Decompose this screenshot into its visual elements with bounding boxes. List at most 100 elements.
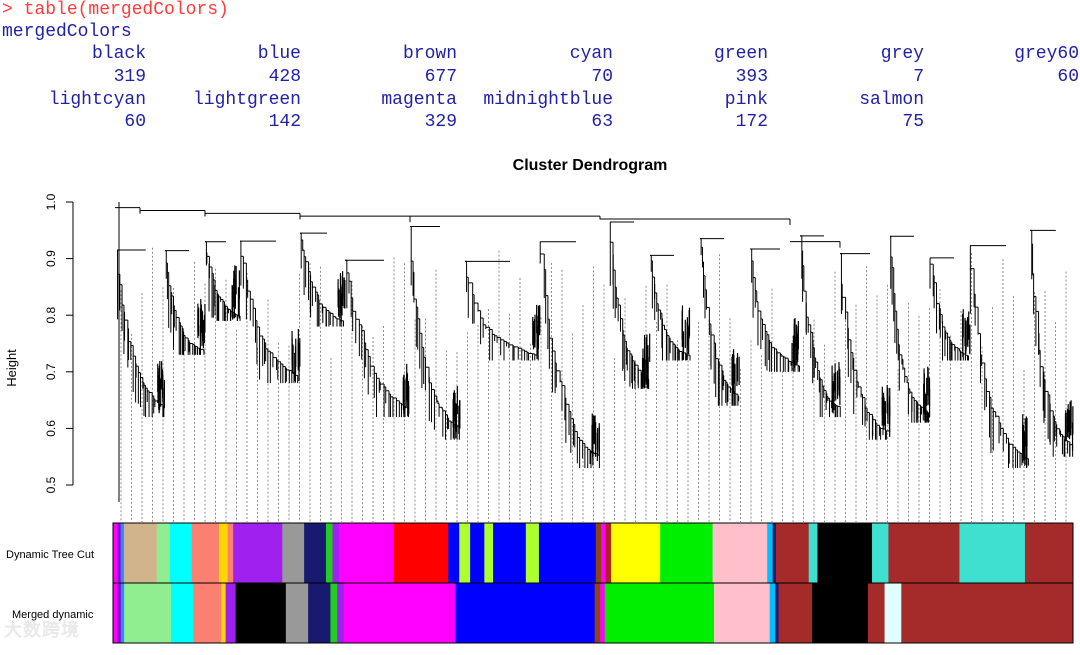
console-command-line: > table(mergedColors) <box>2 0 229 20</box>
dynamic-tree-cut-segment <box>470 523 485 583</box>
merged-dynamic-segment <box>193 583 222 643</box>
table-color-name: salmon <box>859 90 924 110</box>
dynamic-tree-cut-segment <box>611 523 661 583</box>
dynamic-tree-cut-segment <box>282 523 305 583</box>
merged-dynamic-segment <box>120 583 125 643</box>
merged-dynamic-segment <box>901 583 1074 643</box>
merged-dynamic-segment <box>308 583 331 643</box>
table-color-count: 142 <box>268 112 301 132</box>
merged-dynamic-segment <box>225 583 236 643</box>
merged-dynamic-segment <box>812 583 869 643</box>
merged-dynamic-segment <box>778 583 813 643</box>
table-color-name: black <box>91 44 146 64</box>
merged-dynamic-segment-border <box>112 582 1074 644</box>
track-label-merged-dynamic: Merged dynamic <box>12 609 94 621</box>
dynamic-tree-cut-segment <box>538 523 597 583</box>
table-color-name: grey60 <box>1014 44 1079 64</box>
y-tick-label: 0.6 <box>44 420 58 437</box>
y-tick-label: 0.7 <box>44 363 58 380</box>
dynamic-tree-cut-segment <box>191 523 220 583</box>
merged-dynamic-segment <box>604 583 715 643</box>
table-color-name: brown <box>402 44 457 64</box>
table-color-count: 60 <box>124 112 146 132</box>
merged-dynamic-segment <box>884 583 902 643</box>
dynamic-tree-cut-segment <box>123 523 157 583</box>
dynamic-tree-cut-segment <box>775 523 809 583</box>
dynamic-tree-cut-segment <box>120 523 125 583</box>
merged-dynamic-segment <box>170 583 194 643</box>
dynamic-tree-cut-segment <box>169 523 192 583</box>
table-color-count: 70 <box>591 67 613 87</box>
track-label-dynamic-tree-cut: Dynamic Tree Cut <box>6 549 94 561</box>
y-tick-label: 0.8 <box>44 307 58 324</box>
dynamic-tree-cut-segment <box>712 523 768 583</box>
watermark: 大数跨境 <box>4 620 80 640</box>
table-color-name: magenta <box>381 90 457 110</box>
dynamic-tree-cut-segment <box>493 523 527 583</box>
table-color-name: cyan <box>569 44 613 64</box>
merged-dynamic-segment <box>124 583 172 643</box>
dynamic-tree-cut-segment <box>304 523 327 583</box>
merged-dynamic-segment <box>769 583 776 643</box>
merged-dynamic-segment <box>775 583 779 643</box>
table-color-count: 329 <box>424 112 457 132</box>
merged-dynamic-segment <box>113 583 118 643</box>
table-color-count: 60 <box>1057 67 1079 87</box>
merged-dynamic-segment <box>235 583 287 643</box>
console-table-header: mergedColors <box>2 22 132 42</box>
table-color-count: 319 <box>113 67 146 87</box>
merged-dynamic-segment <box>455 583 595 643</box>
dynamic-tree-cut-segment <box>393 523 449 583</box>
dynamic-tree-cut-segment <box>117 523 121 583</box>
merged-dynamic-segment <box>117 583 122 643</box>
plot-title: Cluster Dendrogram <box>513 157 668 174</box>
table-color-name: lightgreen <box>192 90 301 110</box>
dynamic-tree-cut-segment <box>595 523 602 583</box>
dynamic-tree-cut-segment <box>325 523 333 583</box>
dynamic-tree-cut-segment <box>113 523 118 583</box>
merged-dynamic-segment <box>285 583 309 643</box>
merged-dynamic-segment <box>337 583 345 643</box>
y-tick-label: 0.9 <box>44 250 58 267</box>
table-color-count: 172 <box>735 112 768 132</box>
dynamic-tree-cut-segment <box>767 523 773 583</box>
dynamic-tree-cut-segment <box>959 523 1026 583</box>
dynamic-tree-cut-segment <box>605 523 612 583</box>
dynamic-tree-cut-segment <box>227 523 234 583</box>
dynamic-tree-cut-segment <box>332 523 340 583</box>
dynamic-tree-cut-segment <box>1024 523 1074 583</box>
dynamic-tree-cut-segment <box>156 523 171 583</box>
table-color-count: 677 <box>424 67 457 87</box>
dynamic-tree-cut-segment <box>808 523 818 583</box>
dynamic-tree-cut-segment <box>233 523 283 583</box>
y-axis-label: Height <box>4 349 19 387</box>
dynamic-tree-cut-segment <box>601 523 606 583</box>
y-tick-label: 1.0 <box>44 193 58 210</box>
dynamic-tree-cut-segment <box>772 523 777 583</box>
table-color-count: 75 <box>902 112 924 132</box>
table-color-name: midnightblue <box>483 90 613 110</box>
dendrogram-svg: Cluster Dendrogram 0.5 0.6 0.7 0.8 0.9 1.0 Heig… <box>4 157 1074 644</box>
merged-dynamic-segment <box>600 583 606 643</box>
merged-dynamic-segment <box>713 583 771 643</box>
merged-dynamic-segment <box>221 583 226 643</box>
dynamic-tree-cut-segment <box>459 523 471 583</box>
table-color-name: pink <box>724 90 768 110</box>
merged-dynamic-segment <box>867 583 885 643</box>
table-color-count: 63 <box>591 112 613 132</box>
table-color-name: lightcyan <box>48 90 146 110</box>
merged-dynamic-segment <box>594 583 601 643</box>
y-tick-label: 0.5 <box>44 476 58 493</box>
merged-dynamic-segment <box>330 583 338 643</box>
dynamic-tree-cut-segment <box>339 523 394 583</box>
r-console-output: > table(mergedColors) mergedColors black… <box>0 0 1080 150</box>
console-command: table(mergedColors) <box>23 0 229 20</box>
table-color-count: 428 <box>268 67 301 87</box>
console-prompt: > <box>2 0 24 20</box>
dynamic-tree-cut-segment <box>872 523 889 583</box>
dynamic-tree-cut-segment <box>484 523 494 583</box>
dendrogram-plot: Cluster Dendrogram 0.5 0.6 0.7 0.8 0.9 1.0 Heig… <box>0 150 1080 650</box>
dynamic-tree-cut-segment <box>525 523 540 583</box>
table-color-count: 393 <box>735 67 768 87</box>
table-color-name: grey <box>880 44 924 64</box>
